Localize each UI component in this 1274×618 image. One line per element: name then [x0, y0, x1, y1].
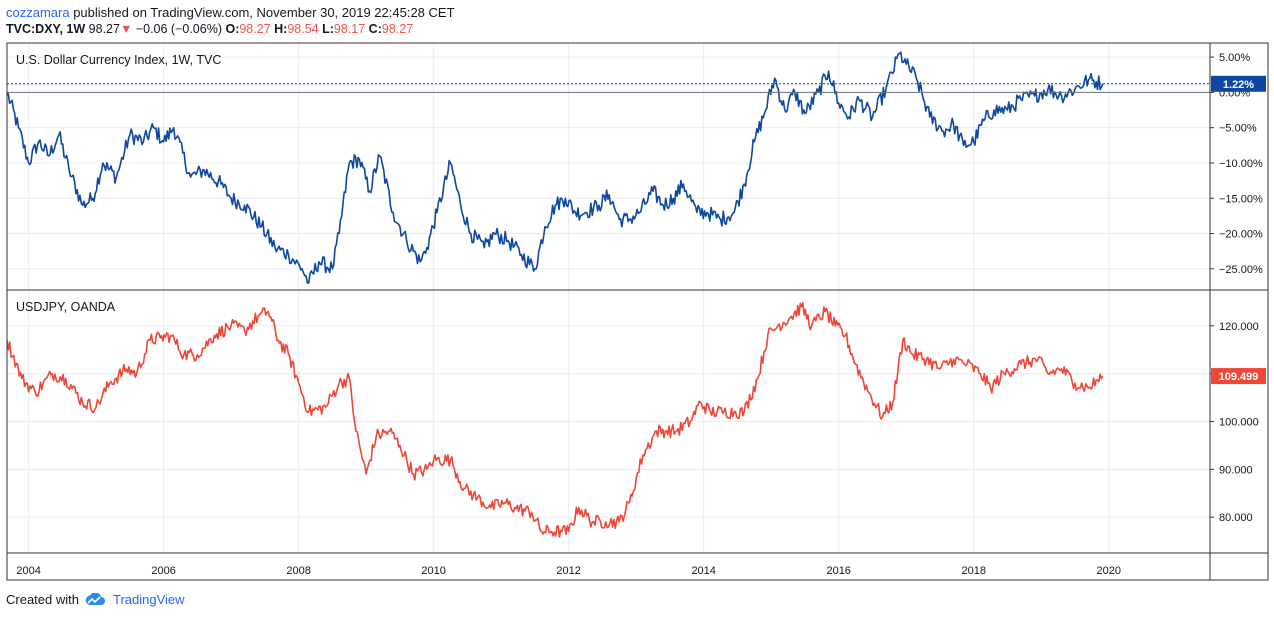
x-tick-label: 2016 — [826, 565, 850, 577]
x-tick-label: 2018 — [961, 565, 985, 577]
last-price: 98.27 — [88, 22, 120, 36]
published-text: published on TradingView.com, November 3… — [69, 5, 455, 20]
open-label: O: — [225, 22, 240, 36]
tradingview-logo-icon — [85, 592, 105, 605]
footer: Created with TradingView — [6, 592, 185, 607]
y-tick-label: −5.00% — [1219, 123, 1257, 135]
y-tick-label: −10.00% — [1219, 158, 1263, 170]
x-tick-label: 2006 — [151, 565, 175, 577]
x-tick-label: 2020 — [1096, 565, 1120, 577]
usdjpy-pane-title: USDJPY, OANDA — [16, 300, 116, 314]
y-tick-label: −20.00% — [1219, 229, 1263, 241]
last-value-badge — [1211, 368, 1266, 385]
last-value-label: 1.22% — [1223, 79, 1254, 91]
last-value-badge — [1211, 75, 1266, 92]
y-tick-label: 80.000 — [1219, 512, 1253, 524]
open-value: 98.27 — [239, 22, 271, 36]
close-label: C: — [368, 22, 382, 36]
y-tick-label: 120.000 — [1219, 321, 1259, 333]
x-tick-label: 2014 — [691, 565, 715, 577]
y-tick-label: 5.00% — [1219, 52, 1250, 64]
high-value: 98.54 — [287, 22, 319, 36]
price-change: −0.06 (−0.06%) — [135, 22, 222, 36]
ohlc-legend: TVC:DXY, 1W 98.27▼ −0.06 (−0.06%) O:98.2… — [6, 22, 413, 36]
x-tick-label: 2010 — [421, 565, 445, 577]
chart-frame — [6, 42, 1269, 581]
symbol-label: TVC:DXY, 1W — [6, 22, 86, 36]
low-value: 98.17 — [333, 22, 366, 36]
y-tick-label: 100.000 — [1219, 417, 1259, 429]
y-tick-label: −15.00% — [1219, 193, 1263, 205]
dxy-pane-title: U.S. Dollar Currency Index, 1W, TVC — [16, 53, 221, 67]
low-label: L: — [322, 22, 334, 36]
close-value: 98.27 — [381, 22, 414, 36]
tradingview-link[interactable]: TradingView — [112, 592, 185, 607]
dxy-series-line[interactable] — [7, 51, 1104, 284]
last-value-label: 109.499 — [1219, 371, 1259, 383]
x-tick-label: 2012 — [556, 565, 580, 577]
x-tick-label: 2004 — [16, 565, 40, 577]
high-label: H: — [274, 22, 288, 36]
publish-info: cozzamara published on TradingView.com, … — [6, 5, 455, 20]
usdjpy-series-line[interactable] — [7, 301, 1104, 538]
y-tick-label: 90.000 — [1219, 464, 1253, 476]
publisher-link[interactable]: cozzamara — [6, 5, 70, 20]
created-with-text: Created with — [6, 592, 79, 607]
x-tick-label: 2008 — [286, 565, 310, 577]
y-tick-label: −25.00% — [1219, 264, 1263, 276]
arrow-down-icon: ▼ — [119, 22, 133, 36]
